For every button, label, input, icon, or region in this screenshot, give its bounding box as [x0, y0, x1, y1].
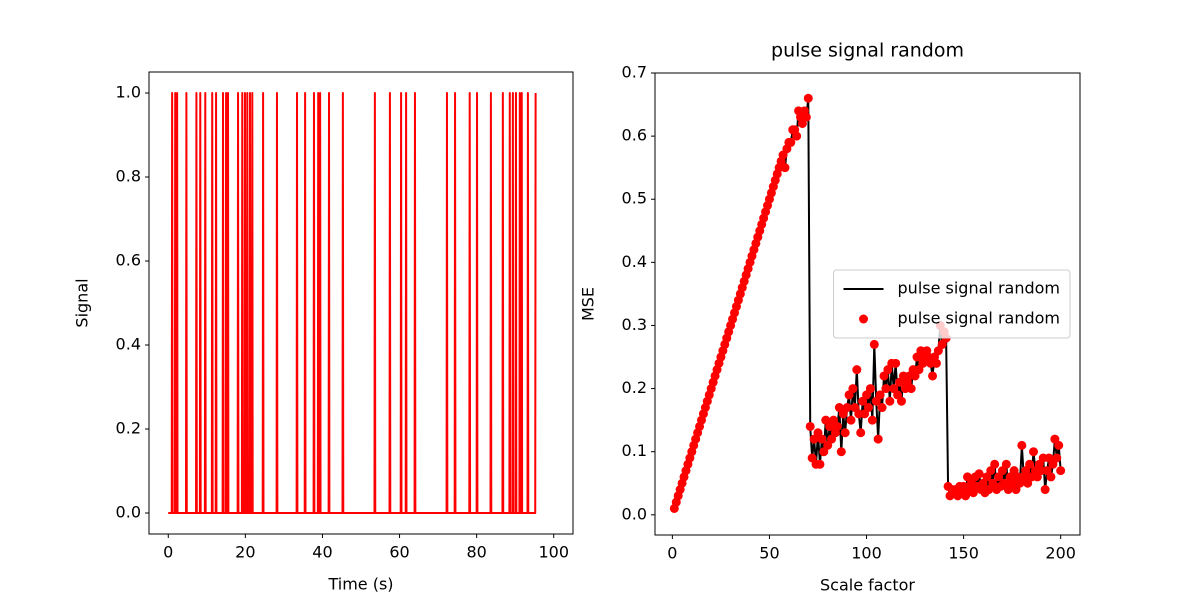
- data-point: [1025, 459, 1035, 469]
- data-point: [931, 358, 941, 368]
- y-tick-label: 0.4: [622, 252, 647, 271]
- data-point: [846, 415, 856, 425]
- axes-frame: [654, 72, 1081, 536]
- y-tick-label: 0.6: [622, 126, 647, 145]
- data-point: [786, 137, 796, 147]
- data-point: [891, 358, 901, 368]
- data-line: [168, 92, 537, 514]
- x-tick-label: 0: [163, 543, 173, 562]
- data-point: [885, 396, 895, 406]
- data-point: [1056, 466, 1066, 476]
- legend-label: pulse signal random: [898, 309, 1060, 328]
- y-tick-label: 0.2: [116, 419, 141, 438]
- data-point: [1046, 472, 1056, 482]
- data-point: [881, 384, 891, 394]
- data-point: [1052, 453, 1062, 463]
- y-tick-label: 0.7: [622, 63, 647, 82]
- axes: 0 20 40 60 80 100 0.0 0.2 0.4 0.6 0.8 1.0 Time (s) Si…: [73, 71, 574, 594]
- data-point: [928, 371, 938, 381]
- data-point: [832, 421, 842, 431]
- x-tick-label: 80: [466, 543, 486, 562]
- x-tick-label: 0: [667, 544, 677, 563]
- y-tick-label: 0.5: [622, 189, 647, 208]
- data-point: [974, 469, 984, 479]
- data-point: [1040, 485, 1050, 495]
- y-tick-label: 0.3: [622, 315, 647, 334]
- data-point: [792, 131, 802, 141]
- data-point: [990, 459, 1000, 469]
- y-tick-label: 1.0: [116, 83, 141, 102]
- data-point: [1054, 440, 1064, 450]
- y-axis-label: Signal: [73, 278, 92, 327]
- data-point: [863, 403, 873, 413]
- data-point: [1017, 440, 1027, 450]
- data-point: [865, 384, 875, 394]
- data-point: [1029, 447, 1039, 457]
- data-point: [867, 415, 877, 425]
- x-tick-label: 100: [851, 544, 882, 563]
- data-point: [840, 428, 850, 438]
- x-tick-label: 50: [759, 544, 779, 563]
- x-tick-label: 200: [1045, 544, 1076, 563]
- data-point: [803, 93, 813, 103]
- y-axis-label: MSE: [579, 287, 598, 321]
- data-point: [805, 421, 815, 431]
- data-point: [1001, 459, 1011, 469]
- data-point: [815, 459, 825, 469]
- legend-box: [833, 269, 1071, 339]
- y-tick-label: 0.0: [622, 504, 647, 523]
- data-point: [856, 428, 866, 438]
- axes-frame: [148, 71, 574, 535]
- data-point: [877, 403, 887, 413]
- x-tick-label: 40: [312, 543, 332, 562]
- data-point: [836, 447, 846, 457]
- chart-title: pulse signal random: [771, 40, 964, 62]
- y-tick-label: 0.8: [116, 167, 141, 186]
- x-tick-label: 100: [538, 543, 569, 562]
- legend-marker: [859, 314, 869, 324]
- data-point: [801, 112, 811, 122]
- y-tick-label: 0.2: [622, 378, 647, 397]
- data-point: [848, 384, 858, 394]
- data-point: [875, 390, 885, 400]
- x-tick-label: 60: [389, 543, 409, 562]
- x-tick-label: 150: [948, 544, 979, 563]
- data-point: [873, 434, 883, 444]
- y-tick-label: 0.1: [622, 441, 647, 460]
- axes: 0 50 100 150 200 0.0 0.1 0.2 0.3 0.4 0.5 0.6 0.7 Scal…: [579, 40, 1081, 595]
- data-point: [906, 384, 916, 394]
- data-point: [842, 403, 852, 413]
- y-tick-label: 0.6: [116, 251, 141, 270]
- x-axis-label: Time (s): [327, 575, 393, 594]
- y-tick-label: 0.4: [116, 335, 141, 354]
- data-point: [780, 163, 790, 173]
- x-axis-label: Scale factor: [820, 576, 915, 595]
- data-point: [852, 365, 862, 375]
- y-tick-label: 0.0: [116, 503, 141, 522]
- x-tick-label: 20: [235, 543, 255, 562]
- data-point: [896, 396, 906, 406]
- data-point: [869, 339, 879, 349]
- data-point: [817, 434, 827, 444]
- legend: pulse signal random pulse signal random: [833, 269, 1071, 339]
- legend-label: pulse signal random: [898, 279, 1060, 298]
